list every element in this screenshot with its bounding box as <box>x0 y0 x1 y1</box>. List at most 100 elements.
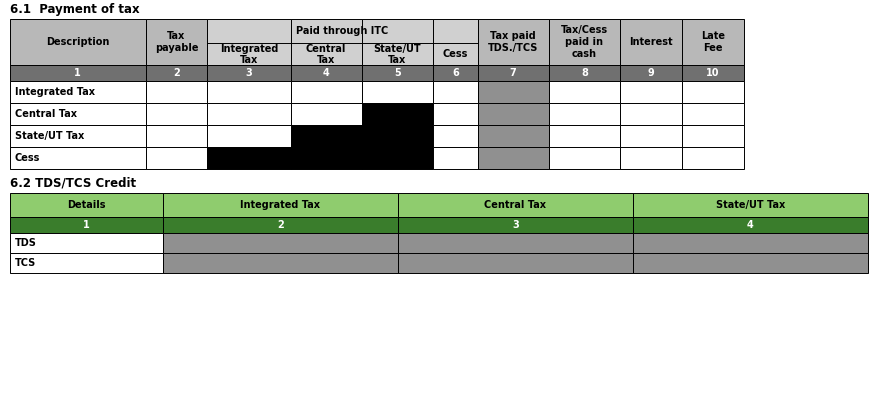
Text: Tax paid
TDS./TCS: Tax paid TDS./TCS <box>488 31 538 53</box>
Text: 6: 6 <box>452 68 458 78</box>
Bar <box>290 19 361 65</box>
Bar <box>477 125 548 147</box>
Bar <box>10 65 146 81</box>
Bar <box>10 217 162 233</box>
Text: 7: 7 <box>510 68 516 78</box>
Bar <box>681 65 743 81</box>
Text: Central Tax: Central Tax <box>15 109 77 119</box>
Bar <box>207 147 290 169</box>
Bar <box>207 81 290 103</box>
Bar <box>290 65 361 81</box>
Bar <box>477 81 548 103</box>
Bar <box>548 81 619 103</box>
Bar <box>10 233 162 253</box>
Bar <box>632 253 867 273</box>
Bar <box>162 233 397 253</box>
Bar <box>146 81 207 103</box>
Bar <box>397 193 632 217</box>
Bar <box>619 65 681 81</box>
Bar <box>146 65 207 81</box>
Bar <box>477 103 548 125</box>
Bar <box>681 125 743 147</box>
Text: 10: 10 <box>705 68 718 78</box>
Bar <box>432 19 477 65</box>
Bar <box>681 147 743 169</box>
Bar <box>207 103 290 125</box>
Bar <box>10 147 146 169</box>
Text: State/UT Tax: State/UT Tax <box>715 200 784 210</box>
Text: State/UT Tax: State/UT Tax <box>15 131 84 141</box>
Text: Cess: Cess <box>15 153 40 163</box>
Text: Details: Details <box>67 200 105 210</box>
Text: Tax
payable: Tax payable <box>154 31 198 53</box>
Bar <box>619 103 681 125</box>
Bar <box>146 147 207 169</box>
Text: 6.2 TDS/TCS Credit: 6.2 TDS/TCS Credit <box>10 177 136 190</box>
Text: Integrated Tax: Integrated Tax <box>240 200 320 210</box>
Text: Cess: Cess <box>442 49 467 59</box>
Bar <box>10 253 162 273</box>
Bar <box>681 103 743 125</box>
Bar <box>548 103 619 125</box>
Bar <box>681 81 743 103</box>
Bar <box>619 125 681 147</box>
Bar <box>361 103 432 125</box>
Bar <box>10 19 146 65</box>
Bar <box>432 65 477 81</box>
Text: 4: 4 <box>746 220 753 230</box>
Bar <box>477 19 548 65</box>
Text: 2: 2 <box>173 68 180 78</box>
Bar <box>162 193 397 217</box>
Bar <box>10 193 162 217</box>
Bar <box>10 103 146 125</box>
Bar <box>432 103 477 125</box>
Bar <box>361 19 432 65</box>
Bar <box>548 125 619 147</box>
Bar <box>10 125 146 147</box>
Bar <box>619 81 681 103</box>
Bar <box>207 65 290 81</box>
Bar <box>432 81 477 103</box>
Bar <box>361 65 432 81</box>
Text: Tax/Cess
paid in
cash: Tax/Cess paid in cash <box>560 26 607 59</box>
Bar <box>361 147 432 169</box>
Bar <box>632 193 867 217</box>
Text: TDS: TDS <box>15 238 37 248</box>
Bar <box>619 19 681 65</box>
Bar <box>548 19 619 65</box>
Bar <box>290 81 361 103</box>
Bar <box>361 81 432 103</box>
Text: Paid through ITC: Paid through ITC <box>296 26 389 36</box>
Text: 1: 1 <box>75 68 81 78</box>
Bar <box>397 233 632 253</box>
Text: 5: 5 <box>394 68 400 78</box>
Bar <box>432 147 477 169</box>
Bar <box>207 19 290 65</box>
Text: 8: 8 <box>581 68 588 78</box>
Text: 9: 9 <box>647 68 653 78</box>
Bar <box>162 217 397 233</box>
Text: Description: Description <box>46 37 110 47</box>
Bar <box>632 217 867 233</box>
Bar <box>290 103 361 125</box>
Bar <box>681 19 743 65</box>
Text: 2: 2 <box>276 220 283 230</box>
Bar <box>432 125 477 147</box>
Bar <box>632 233 867 253</box>
Bar <box>361 125 432 147</box>
Bar <box>548 65 619 81</box>
Bar <box>146 103 207 125</box>
Bar <box>162 253 397 273</box>
Text: TCS: TCS <box>15 258 36 268</box>
Bar <box>477 147 548 169</box>
Text: Central
Tax: Central Tax <box>306 43 346 65</box>
Bar <box>397 253 632 273</box>
Bar <box>207 125 290 147</box>
Text: 1: 1 <box>83 220 89 230</box>
Bar <box>146 125 207 147</box>
Text: 4: 4 <box>323 68 329 78</box>
Text: Integrated Tax: Integrated Tax <box>15 87 95 97</box>
Bar <box>548 147 619 169</box>
Bar <box>146 19 207 65</box>
Text: Integrated
Tax: Integrated Tax <box>219 43 278 65</box>
